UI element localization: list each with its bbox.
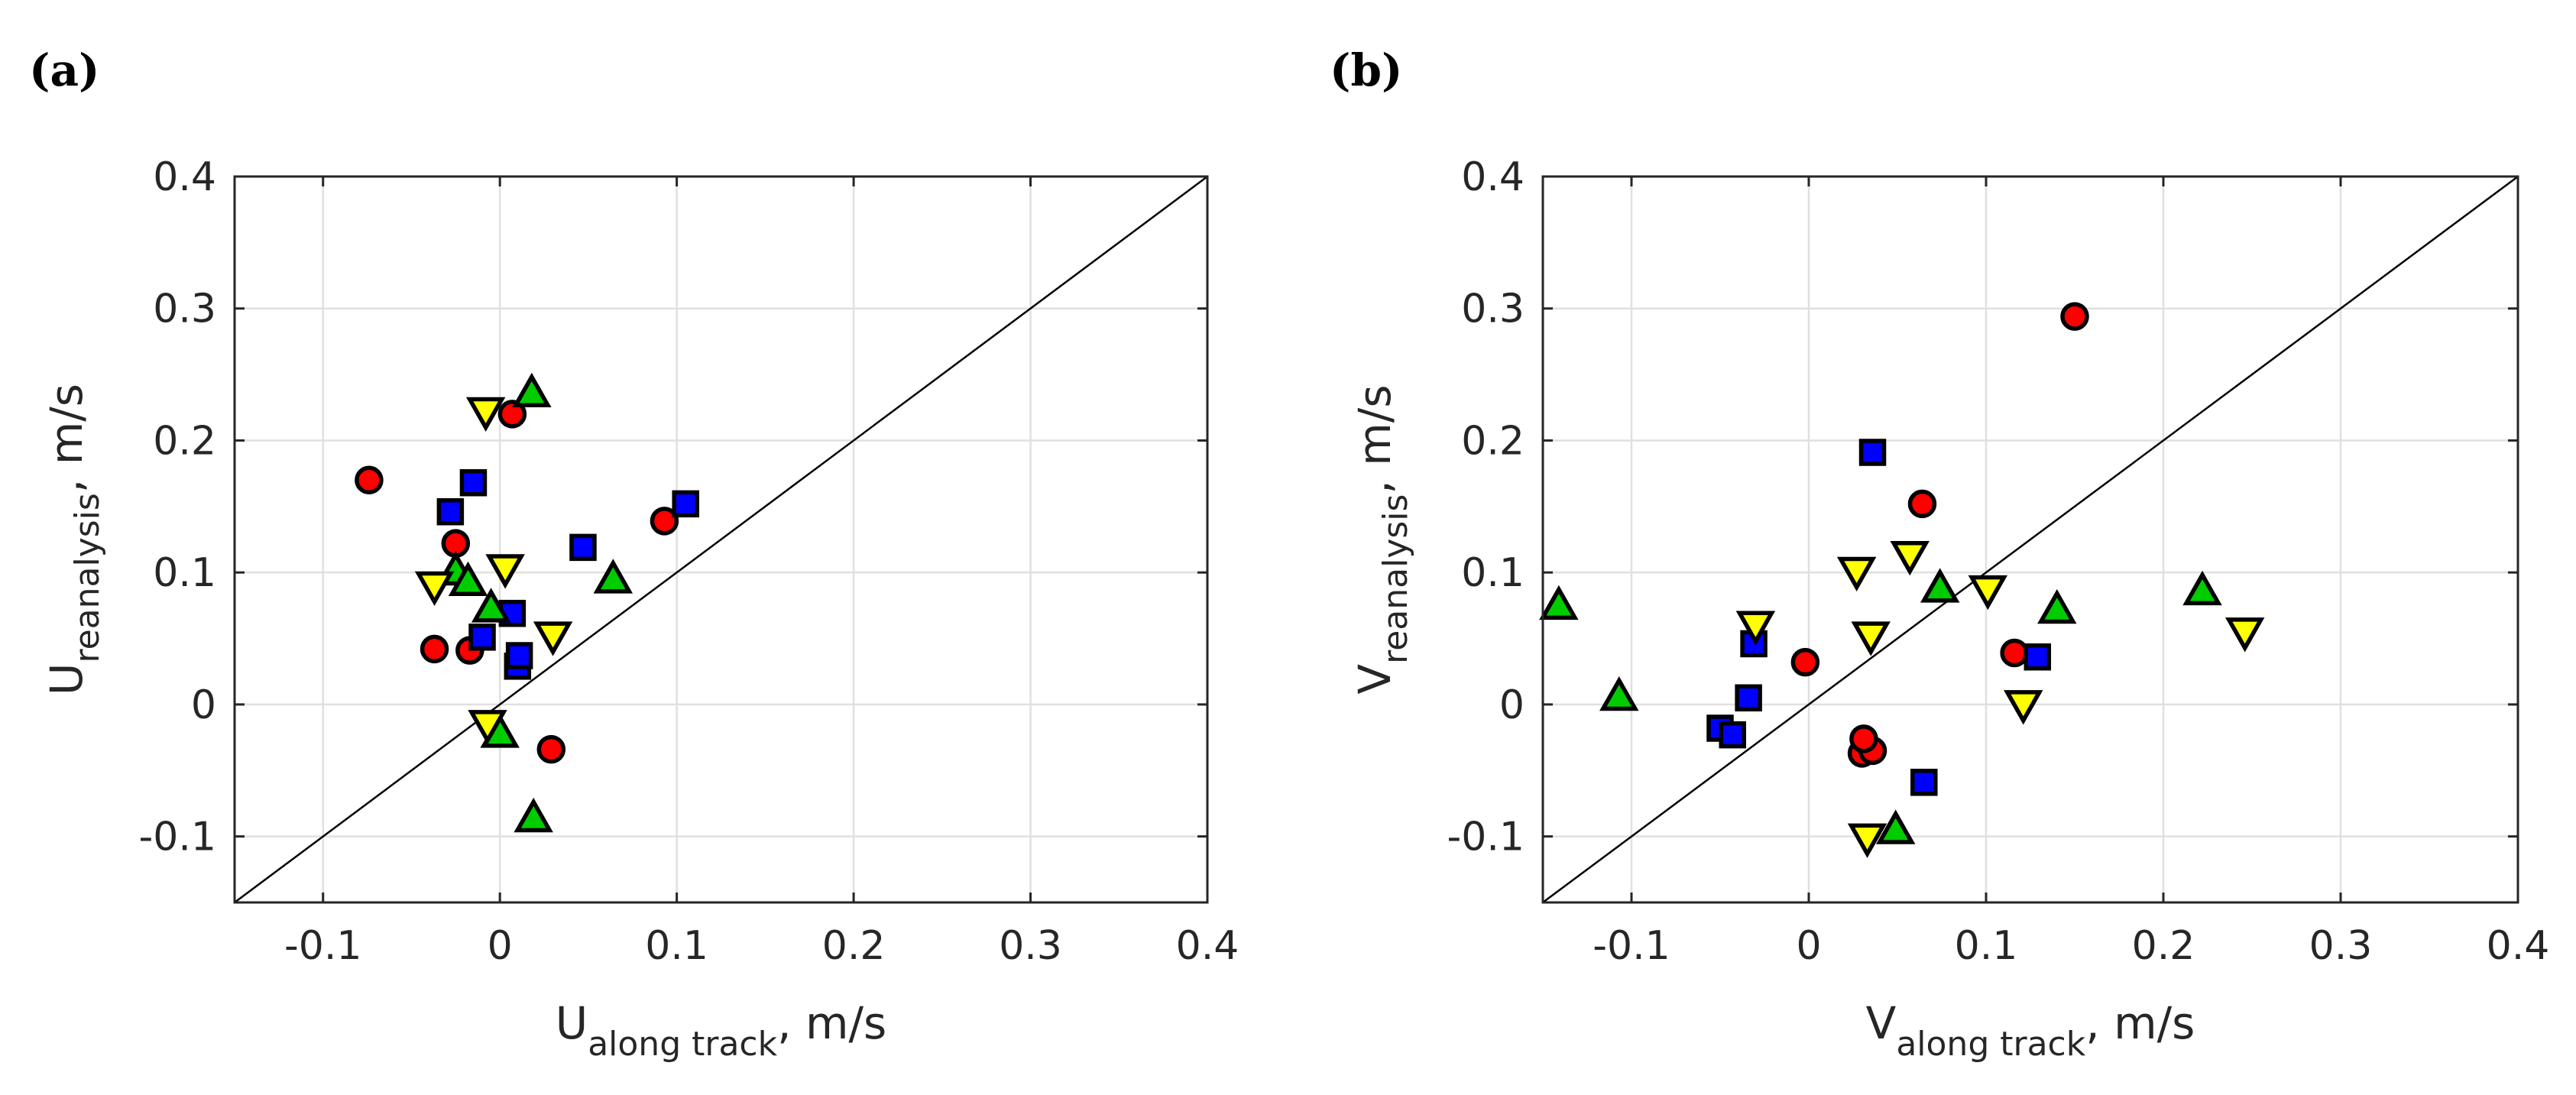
x-tick-label: 0.3	[999, 923, 1062, 969]
x-tick-label: -0.1	[1593, 923, 1670, 969]
panel-label: (b)	[1330, 44, 1402, 96]
x-tick-label: 0.2	[2132, 923, 2195, 969]
x-axis-label-main: U	[556, 997, 588, 1049]
triangle-up-marker	[1920, 568, 1960, 603]
y-axis-label-main: U	[41, 663, 92, 695]
panel-label: (a)	[29, 44, 99, 96]
triangle-down-marker	[485, 554, 525, 589]
triangle-up-marker	[512, 372, 552, 408]
y-tick-label: 0.2	[1461, 418, 1525, 464]
triangle-up-marker	[1539, 585, 1579, 620]
y-axis-label-main: V	[1349, 664, 1401, 695]
circle-marker	[1849, 724, 1878, 753]
x-tick-label: 0.3	[2309, 923, 2373, 969]
y-tick-label: 0.4	[153, 154, 216, 200]
triangle-down-marker	[468, 710, 507, 745]
square-marker	[436, 497, 465, 526]
circle-marker	[650, 507, 679, 536]
panel-b: (b) -0.1 0 0.1 0.2 0.3 0.4 -0.1 0 0.1 0.2 0.3 0.4 Val…	[1330, 44, 2549, 1064]
x-axis-label: Ualong track, m/s	[556, 997, 886, 1064]
axes-box	[1541, 175, 2519, 904]
y-axis-label-unit: , m/s	[41, 384, 92, 493]
y-tick-label: 0.1	[153, 550, 216, 596]
x-tick-label: -0.1	[284, 923, 361, 969]
square-marker	[459, 468, 488, 497]
y-tick-label: -0.1	[1447, 815, 1525, 860]
circle-marker	[420, 634, 449, 664]
square-marker	[1719, 721, 1746, 749]
y-axis-label-sub: reanalysis	[68, 493, 107, 663]
x-axis-label-unit: , m/s	[2085, 997, 2195, 1049]
y-tick-label: 0.3	[153, 287, 216, 332]
triangle-down-marker	[1851, 621, 1891, 656]
square-marker	[1735, 684, 1762, 712]
x-tick-label: 0	[488, 923, 513, 969]
circle-marker	[1790, 647, 1820, 677]
x-tick-label: 0	[1796, 923, 1821, 969]
square-marker	[505, 642, 533, 669]
y-tick-label: 0.1	[1461, 550, 1525, 596]
square-marker	[1858, 439, 1887, 466]
square-marker	[569, 533, 597, 562]
circle-marker	[355, 465, 384, 495]
circle-marker	[1907, 489, 1937, 519]
triangle-down-marker	[1890, 540, 1930, 576]
identity-line	[234, 175, 1208, 904]
triangle-down-marker	[414, 571, 455, 607]
square-marker	[672, 490, 699, 518]
x-axis-label-unit: , m/s	[777, 997, 886, 1049]
circle-marker	[2000, 638, 2029, 668]
triangle-up-marker	[2037, 588, 2077, 624]
triangle-up-marker	[593, 559, 633, 594]
triangle-up-marker	[448, 561, 488, 597]
y-tick-label: 0.3	[1461, 287, 1525, 332]
markers	[355, 372, 699, 833]
x-axis-label-sub: along track	[1896, 1025, 2085, 1064]
x-tick-label: 0.4	[2487, 923, 2550, 969]
y-tick-label: 0	[191, 682, 216, 728]
y-axis-label-sub: reanalysis	[1376, 494, 1415, 664]
circle-marker	[536, 734, 566, 764]
x-tick-label: 0.1	[645, 923, 708, 969]
square-marker	[468, 624, 496, 651]
circle-marker	[2060, 302, 2089, 331]
y-axis-label-unit: , m/s	[1349, 384, 1401, 494]
triangle-down-marker	[2224, 617, 2265, 653]
axes-box	[233, 175, 1209, 904]
triangle-down-marker	[1735, 611, 1776, 646]
x-tick-label: 0.1	[1955, 923, 2018, 969]
panel-a: (a) -0.1 0 0.1 0.2 0.3 0.4 -0.1 0 0.1 0.2 0.3 0.4 Ual…	[29, 44, 1239, 1064]
square-marker	[1910, 769, 1938, 796]
x-tick-label: 0.2	[822, 923, 886, 969]
x-tick-label: 0.4	[1176, 923, 1239, 969]
triangle-down-marker	[2003, 690, 2043, 725]
triangle-up-marker	[1599, 675, 1639, 711]
triangle-down-marker	[533, 621, 573, 656]
markers	[1539, 302, 2265, 858]
triangle-up-marker	[471, 588, 511, 623]
triangle-down-marker	[1836, 556, 1877, 592]
triangle-up-marker	[1875, 809, 1916, 844]
triangle-down-marker	[1968, 575, 2008, 611]
triangle-down-marker	[465, 397, 506, 432]
y-tick-label: -0.1	[139, 815, 216, 860]
y-axis-label: Ureanalysis, m/s	[41, 384, 107, 695]
y-tick-label: 0	[1499, 682, 1525, 728]
x-axis-label: Valong track, m/s	[1866, 997, 2195, 1064]
x-axis-label-sub: along track	[588, 1025, 777, 1064]
circle-marker	[497, 400, 527, 429]
x-axis-label-main: V	[1866, 997, 1897, 1049]
y-tick-label: 0.4	[1461, 154, 1525, 200]
triangle-down-marker	[1847, 823, 1887, 858]
y-axis-label: Vreanalysis, m/s	[1349, 384, 1415, 694]
identity-line	[1542, 175, 2519, 904]
triangle-up-marker	[514, 797, 553, 833]
triangle-up-marker	[2182, 570, 2222, 606]
y-tick-label: 0.2	[153, 418, 216, 464]
square-marker	[2024, 643, 2052, 671]
